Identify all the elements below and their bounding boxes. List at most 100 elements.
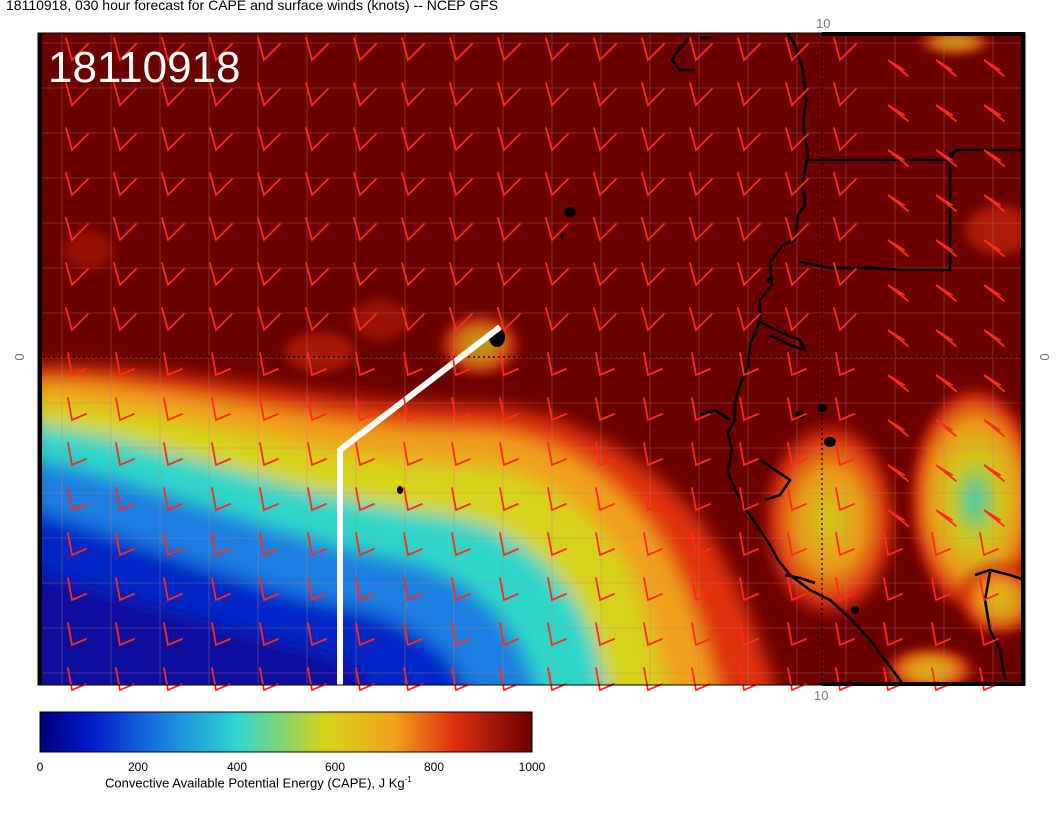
wind-barb — [403, 532, 423, 557]
wind-barb — [353, 127, 377, 152]
wind-barb — [545, 172, 569, 197]
wind-barb — [115, 397, 135, 422]
wind-barb — [499, 352, 519, 377]
wind-barb — [545, 127, 569, 152]
wind-barb — [833, 217, 857, 242]
wind-barb — [833, 82, 857, 107]
wind-barb — [787, 397, 807, 422]
wind-barb — [689, 82, 713, 107]
colorbar-tick: 200 — [127, 760, 149, 774]
left-lat-label: 0 — [12, 353, 27, 360]
wind-barb — [497, 262, 521, 287]
wind-barb — [643, 397, 663, 422]
wind-barb — [211, 577, 231, 602]
wind-barb — [641, 262, 665, 287]
wind-barb — [259, 532, 279, 557]
wind-barb — [403, 352, 423, 377]
wind-barb — [547, 487, 567, 512]
wind-barb — [787, 352, 807, 377]
wind-barb — [785, 172, 809, 197]
right-lat-label: 0 — [1037, 353, 1052, 360]
wind-barb — [355, 532, 375, 557]
wind-barb — [595, 442, 615, 467]
wind-barb — [547, 577, 567, 602]
wind-barb — [595, 397, 615, 422]
wind-barb — [211, 532, 231, 557]
wind-barb — [353, 37, 377, 62]
wind-barb — [499, 532, 519, 557]
wind-barb — [257, 172, 281, 197]
wind-barb — [307, 532, 327, 557]
wind-barb — [307, 667, 327, 692]
cross-section-line — [337, 324, 502, 685]
wind-barb — [449, 82, 473, 107]
wind-barb — [887, 509, 909, 527]
wind-barb — [113, 262, 137, 287]
wind-barb — [307, 352, 327, 377]
wind-barb — [259, 442, 279, 467]
wind-barb — [545, 82, 569, 107]
wind-barb — [65, 217, 89, 242]
coastline — [670, 33, 1025, 685]
wind-barb — [833, 262, 857, 287]
wind-barb — [257, 37, 281, 62]
wind-barb — [593, 127, 617, 152]
wind-barb — [689, 172, 713, 197]
wind-barb — [163, 577, 183, 602]
wind-barb — [931, 577, 951, 602]
wind-barb — [209, 127, 233, 152]
wind-barb — [593, 37, 617, 62]
frame-right-bar — [1021, 33, 1025, 685]
wind-barb — [983, 104, 1005, 122]
wind-barb — [211, 442, 231, 467]
wind-barb — [737, 217, 761, 242]
wind-barb — [691, 577, 711, 602]
wind-barb — [983, 149, 1005, 167]
wind-barb — [211, 352, 231, 377]
wind-barb — [787, 442, 807, 467]
wind-barb — [737, 127, 761, 152]
wind-barb — [355, 667, 375, 692]
wind-barb — [689, 37, 713, 62]
wind-barb — [691, 397, 711, 422]
wind-barb — [355, 622, 375, 647]
wind-barb — [115, 532, 135, 557]
wind-barb — [163, 487, 183, 512]
wind-barb — [305, 217, 329, 242]
wind-barb — [545, 307, 569, 332]
wind-barb — [739, 622, 759, 647]
wind-barb — [547, 532, 567, 557]
wind-barb — [641, 127, 665, 152]
wind-barb — [67, 622, 87, 647]
wind-barb — [833, 37, 857, 62]
wind-barb — [305, 262, 329, 287]
frame-left-bar — [38, 33, 42, 685]
wind-barb — [65, 172, 89, 197]
wind-barb — [935, 194, 957, 212]
wind-barb — [979, 577, 999, 602]
wind-barb — [355, 577, 375, 602]
wind-barb — [691, 532, 711, 557]
wind-barb — [305, 307, 329, 332]
wind-barb — [739, 397, 759, 422]
wind-barb — [67, 577, 87, 602]
wind-barb — [307, 442, 327, 467]
wind-barb — [593, 262, 617, 287]
colorbar-tick: 1000 — [518, 760, 546, 774]
wind-barb — [887, 374, 909, 392]
wind-barb — [451, 577, 471, 602]
wind-barb — [643, 487, 663, 512]
wind-barb — [785, 217, 809, 242]
wind-barb — [983, 284, 1005, 302]
wind-barb — [499, 442, 519, 467]
wind-barb — [595, 487, 615, 512]
wind-barb — [835, 397, 855, 422]
wind-barb — [835, 352, 855, 377]
wind-barb — [113, 127, 137, 152]
wind-barb — [547, 442, 567, 467]
wind-barb — [737, 172, 761, 197]
colorbar-tick: 0 — [36, 760, 44, 774]
wind-barb — [113, 217, 137, 242]
wind-barb — [935, 59, 957, 77]
